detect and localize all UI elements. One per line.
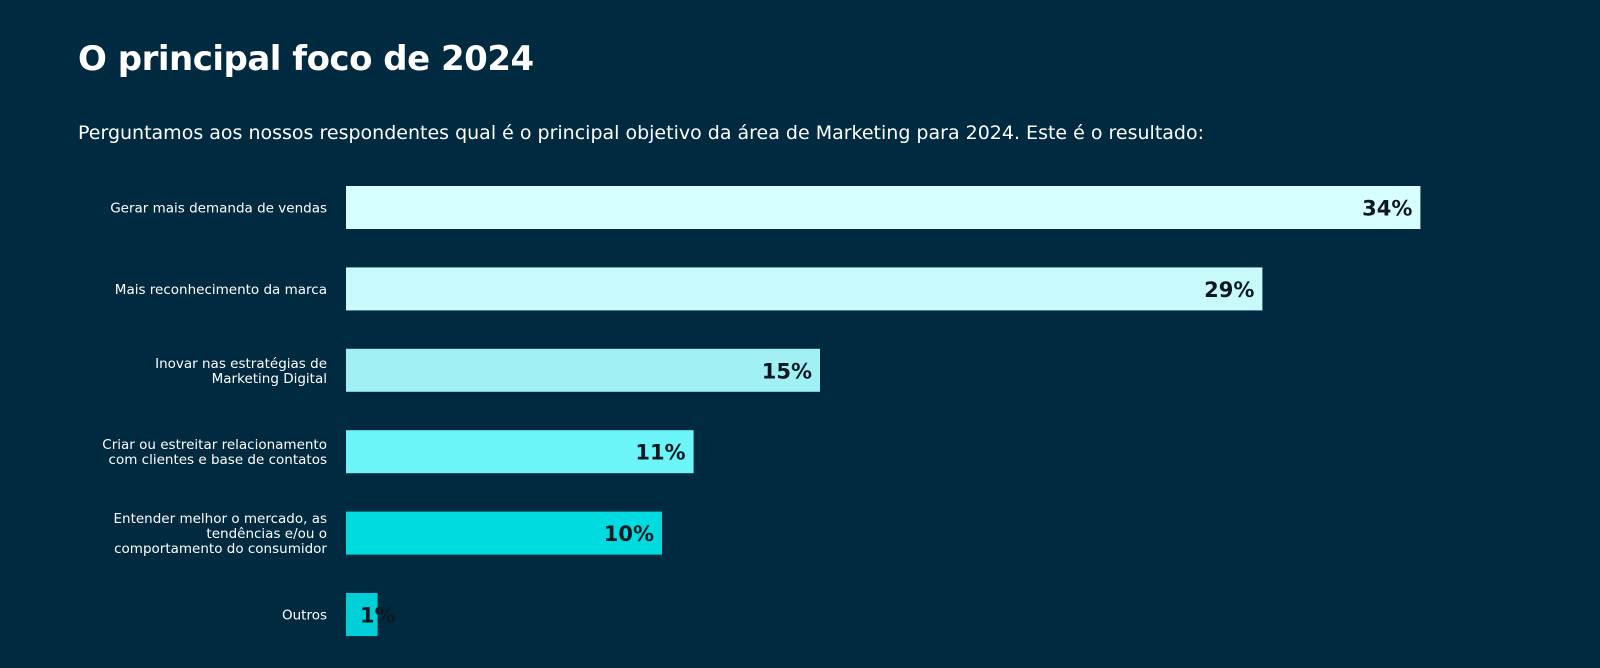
category-label-line: com clientes e base de contatos [109,452,327,468]
value-label-0: 34% [1362,197,1412,221]
bar-4 [346,511,662,555]
bar-3 [346,430,694,474]
value-label-2: 15% [762,359,812,383]
category-label-line: Gerar mais demanda de vendas [110,201,327,217]
value-label-4: 10% [604,522,654,546]
value-label-3: 11% [635,441,685,465]
category-label-line: Criar ou estreitar relacionamento [102,437,327,453]
value-label-1: 29% [1204,278,1254,302]
bar-1 [346,267,1263,311]
category-label-line: Outros [282,608,327,624]
category-label-2: Inovar nas estratégias de Marketing Digit… [155,356,327,387]
category-label-line: Mais reconhecimento da marca [115,282,327,298]
page-title: O principal foco de 2024 [78,39,534,79]
bar-5 [346,593,378,636]
value-label-5: 1% [360,604,396,628]
category-label-line: comportamento do consumidor [114,541,327,557]
category-label-line: Inovar nas estratégias de [155,356,327,372]
category-label-5: Outros [282,608,327,624]
page-subtitle: Perguntamos aos nossos respondentes qual… [78,122,1205,144]
category-label-3: Criar ou estreitar relacionamento com cli… [102,437,327,468]
category-label-line: tendências e/ou o [206,526,327,542]
category-label-4: Entender melhor o mercado, as tendências … [114,511,328,557]
category-label-line: Marketing Digital [212,371,327,387]
category-label-line: Entender melhor o mercado, as [114,511,328,527]
category-label-0: Gerar mais demanda de vendas [110,201,327,217]
bar-2 [346,348,820,392]
category-label-1: Mais reconhecimento da marca [115,282,327,298]
bar-0 [346,186,1421,229]
